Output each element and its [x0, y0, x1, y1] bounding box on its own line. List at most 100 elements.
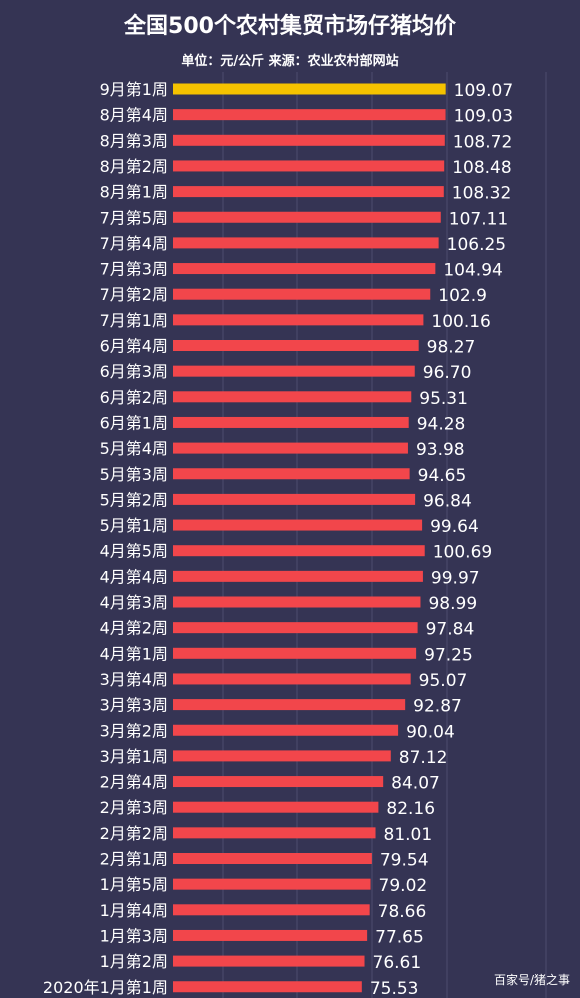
value-label: 108.32 [452, 184, 511, 204]
category-label: 6月第2周 [100, 388, 168, 407]
category-label: 6月第1周 [100, 413, 168, 432]
bar [173, 237, 439, 249]
category-label: 4月第2周 [100, 619, 168, 638]
bar [173, 545, 425, 557]
value-label: 98.27 [427, 338, 476, 358]
bar [173, 699, 406, 711]
value-label: 90.04 [406, 722, 455, 742]
bar [173, 442, 408, 454]
value-label: 94.28 [417, 414, 466, 434]
bar [173, 83, 446, 95]
category-label: 5月第1周 [100, 516, 168, 535]
bar [173, 211, 441, 223]
category-label: 3月第4周 [100, 670, 168, 689]
category-label: 2月第2周 [100, 824, 168, 843]
category-label: 4月第3周 [100, 593, 168, 612]
bar [173, 904, 370, 916]
bar [173, 186, 444, 198]
value-label: 92.87 [413, 697, 462, 717]
value-label: 87.12 [399, 748, 448, 768]
category-label: 1月第2周 [100, 952, 168, 971]
value-label: 99.64 [430, 517, 479, 537]
bar [173, 340, 419, 351]
category-label: 3月第1周 [100, 747, 168, 766]
category-label: 3月第3周 [100, 696, 168, 715]
bar [173, 134, 445, 146]
bar [173, 750, 391, 762]
value-label: 97.84 [426, 620, 475, 640]
value-label: 78.66 [378, 902, 427, 922]
bar [173, 647, 417, 659]
bar [173, 853, 372, 864]
value-label: 108.48 [452, 158, 511, 178]
category-label: 7月第4周 [100, 234, 168, 253]
category-label: 5月第3周 [100, 465, 168, 484]
category-label: 8月第1周 [100, 183, 168, 202]
category-label: 3月第2周 [100, 721, 168, 740]
category-label: 6月第4周 [100, 337, 168, 356]
bar [173, 981, 362, 993]
value-label: 97.25 [424, 645, 473, 665]
value-label: 107.11 [449, 209, 508, 229]
value-label: 75.53 [370, 979, 419, 998]
bar [173, 955, 365, 967]
value-label: 106.25 [447, 235, 506, 255]
bar [173, 622, 418, 634]
value-label: 93.98 [416, 440, 465, 460]
value-label: 81.01 [384, 825, 433, 845]
value-label: 94.65 [418, 466, 467, 486]
value-label: 108.72 [453, 132, 512, 152]
category-label: 7月第5周 [100, 208, 168, 227]
category-label: 8月第2周 [100, 157, 168, 176]
bar [173, 468, 410, 480]
bar [173, 288, 431, 300]
category-label: 4月第1周 [100, 644, 168, 663]
bar [173, 801, 379, 813]
value-label: 84.07 [391, 774, 440, 794]
category-label: 9月第1周 [100, 80, 168, 99]
bar [173, 724, 399, 736]
value-label: 100.16 [431, 312, 490, 332]
bar [173, 314, 424, 326]
category-label: 7月第3周 [100, 260, 168, 279]
value-label: 95.07 [419, 671, 468, 691]
page-title: 全国500个农村集贸市场仔猪均价 [124, 14, 456, 39]
bar [173, 673, 411, 685]
category-label: 8月第3周 [100, 131, 168, 150]
value-label: 76.61 [373, 953, 422, 973]
category-label: 1月第3周 [100, 926, 168, 945]
category-label: 6月第3周 [100, 362, 168, 381]
bar [173, 519, 423, 531]
value-label: 95.31 [419, 389, 468, 409]
category-label: 4月第5周 [100, 542, 168, 561]
value-label: 99.97 [431, 568, 480, 588]
value-label: 77.65 [375, 927, 424, 947]
category-label: 4月第4周 [100, 567, 168, 586]
category-label: 5月第2周 [100, 490, 168, 509]
chart-subtitle: 单位：元/公斤 来源：农业农村部网站 [181, 54, 399, 69]
bar [173, 878, 371, 890]
value-label: 79.54 [380, 851, 429, 871]
category-label: 8月第4周 [100, 106, 168, 125]
category-label: 1月第4周 [100, 901, 168, 920]
value-label: 109.03 [454, 107, 513, 127]
watermark-text: 百家号/猪之事 [493, 973, 570, 987]
category-label: 2020年1月第1周 [43, 978, 168, 997]
value-label: 79.02 [379, 876, 428, 896]
bar [173, 391, 412, 403]
category-label: 1月第5周 [100, 875, 168, 894]
bar [173, 416, 409, 428]
category-label: 2月第3周 [100, 798, 168, 817]
value-label: 104.94 [443, 261, 502, 281]
value-label: 96.70 [423, 363, 472, 383]
bar [173, 160, 445, 172]
value-label: 109.07 [454, 81, 513, 101]
value-label: 96.84 [423, 491, 472, 511]
value-label: 102.9 [438, 286, 487, 306]
category-label: 7月第2周 [100, 285, 168, 304]
bar [173, 570, 423, 582]
category-label: 2月第1周 [100, 850, 168, 869]
bar [173, 596, 421, 608]
value-label: 100.69 [433, 543, 492, 563]
